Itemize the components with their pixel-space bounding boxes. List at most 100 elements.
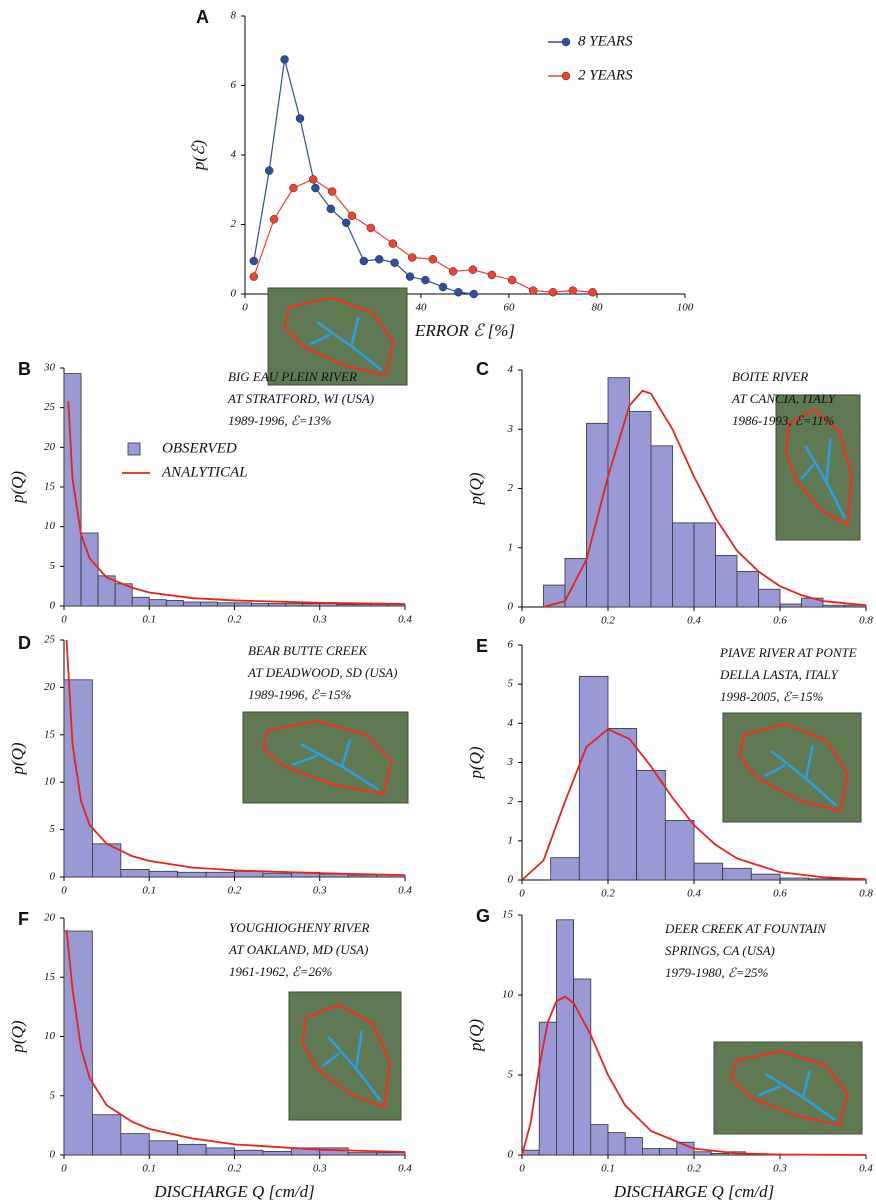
data-point (448, 267, 458, 276)
x-tick-label: 0.3 (313, 614, 327, 626)
histogram-bar (578, 675, 609, 881)
analytical-curve (521, 728, 867, 881)
y-tick-label: 4 (508, 717, 514, 729)
data-point (308, 175, 318, 184)
site-annotation: PIAVE RIVER AT PONTE (719, 645, 857, 660)
histogram-bar (120, 869, 150, 878)
histogram-bar (234, 870, 264, 878)
data-point (347, 211, 357, 221)
histogram-bar (217, 602, 235, 607)
y-axis-label: p(Q) (8, 742, 27, 775)
legend-label: OBSERVED (162, 440, 237, 456)
histogram-bar (664, 820, 695, 881)
histogram-bar (319, 603, 338, 607)
site-annotation: BIG EAU PLEIN RIVER (228, 369, 357, 384)
histogram-bar (556, 919, 575, 1156)
basin-outline (785, 408, 853, 528)
data-point (568, 286, 578, 295)
data-point (507, 275, 517, 285)
y-tick-label: 0 (231, 288, 237, 300)
histogram-bar (629, 411, 652, 608)
basin-outline (301, 1003, 391, 1109)
map-inset (713, 1041, 863, 1135)
histogram-bar (607, 1132, 626, 1156)
river-network (292, 738, 379, 791)
x-tick-label: 0.4 (687, 615, 701, 627)
legend-label: ANALYTICAL (161, 464, 248, 480)
river-network (757, 1069, 837, 1122)
histogram-bar (693, 1151, 712, 1156)
site-annotation: DEER CREEK AT FOUNTAIN (664, 921, 827, 936)
river-network (763, 745, 838, 807)
x-tick-label: 80 (592, 302, 604, 314)
map-image (242, 711, 409, 804)
y-tick-label: 0 (50, 871, 56, 883)
y-tick-label: 5 (50, 823, 56, 835)
y-tick-label: 0 (50, 1149, 56, 1161)
y-tick-label: 1 (508, 541, 514, 553)
site-annotation: 1986-1993, ℰ=11% (732, 413, 835, 428)
data-point (374, 255, 384, 264)
histogram-bar (120, 1133, 150, 1156)
y-tick-label: 5 (508, 678, 514, 690)
x-axis-label: DISCHARGE Q [cm/d] (613, 1182, 775, 1201)
histogram-bar (650, 445, 673, 608)
data-point (487, 270, 497, 280)
histogram-bar (182, 601, 201, 607)
histogram-bar (347, 874, 378, 878)
map-inset (722, 712, 862, 823)
data-point (289, 183, 298, 193)
map-inset (267, 287, 408, 386)
histogram-bar (693, 522, 716, 608)
x-tick-label: 0.6 (773, 888, 787, 900)
histogram-bar (63, 930, 93, 1156)
data-point (249, 272, 259, 281)
y-tick-label: 2 (508, 482, 514, 494)
data-point (469, 289, 479, 299)
histogram-bar (148, 870, 179, 878)
y-tick-label: 25 (44, 634, 56, 646)
panel-label: D (18, 633, 31, 653)
y-axis-label: p(Q) (466, 746, 485, 779)
legend-label: 2 YEARS (578, 67, 633, 83)
y-axis-label: p(Q) (8, 471, 27, 504)
histogram-bar (822, 604, 845, 608)
data-point (454, 288, 463, 297)
histogram-bar (779, 877, 810, 881)
x-axis-label: DISCHARGE Q [cm/d] (153, 1182, 315, 1201)
x-tick-label: 0.8 (859, 888, 873, 900)
y-tick-label: 0 (508, 1149, 514, 1161)
data-point (366, 223, 376, 233)
y-axis-label: p(Q) (466, 1019, 485, 1052)
site-annotation: AT OAKLAND, MD (USA) (228, 942, 368, 957)
y-tick-label: 4 (508, 364, 514, 376)
panel-label: B (18, 359, 31, 379)
site-annotation: SPRINGS, CA (USA) (665, 943, 775, 958)
map-inset (288, 991, 402, 1121)
histogram-bar (642, 1148, 661, 1156)
data-point (280, 55, 289, 64)
x-tick-label: 0.1 (142, 614, 156, 626)
x-tick-label: 0 (61, 1163, 67, 1175)
analytical-curve (67, 401, 406, 605)
histogram-bar (302, 603, 321, 607)
data-point (528, 286, 538, 295)
histogram-bar (573, 978, 592, 1156)
histogram-bar (353, 604, 372, 607)
legend-marker (561, 71, 571, 81)
data-point (421, 275, 430, 285)
site-annotation: 1998-2005, ℰ=15% (720, 689, 823, 704)
histogram-bar (636, 769, 666, 881)
x-tick-label: 0.2 (601, 888, 615, 900)
data-point (405, 272, 415, 281)
x-tick-label: 0.2 (228, 885, 242, 897)
histogram-bar (63, 373, 82, 607)
site-annotation: AT CANCIA, ITALY (731, 391, 837, 406)
histogram-bar (722, 867, 752, 881)
y-tick-label: 0 (508, 874, 514, 886)
y-axis-label: p(Q) (466, 472, 485, 505)
y-tick-label: 6 (231, 79, 237, 91)
x-tick-label: 0.4 (398, 885, 412, 897)
histogram-bar (808, 878, 838, 881)
y-tick-label: 15 (44, 481, 56, 493)
